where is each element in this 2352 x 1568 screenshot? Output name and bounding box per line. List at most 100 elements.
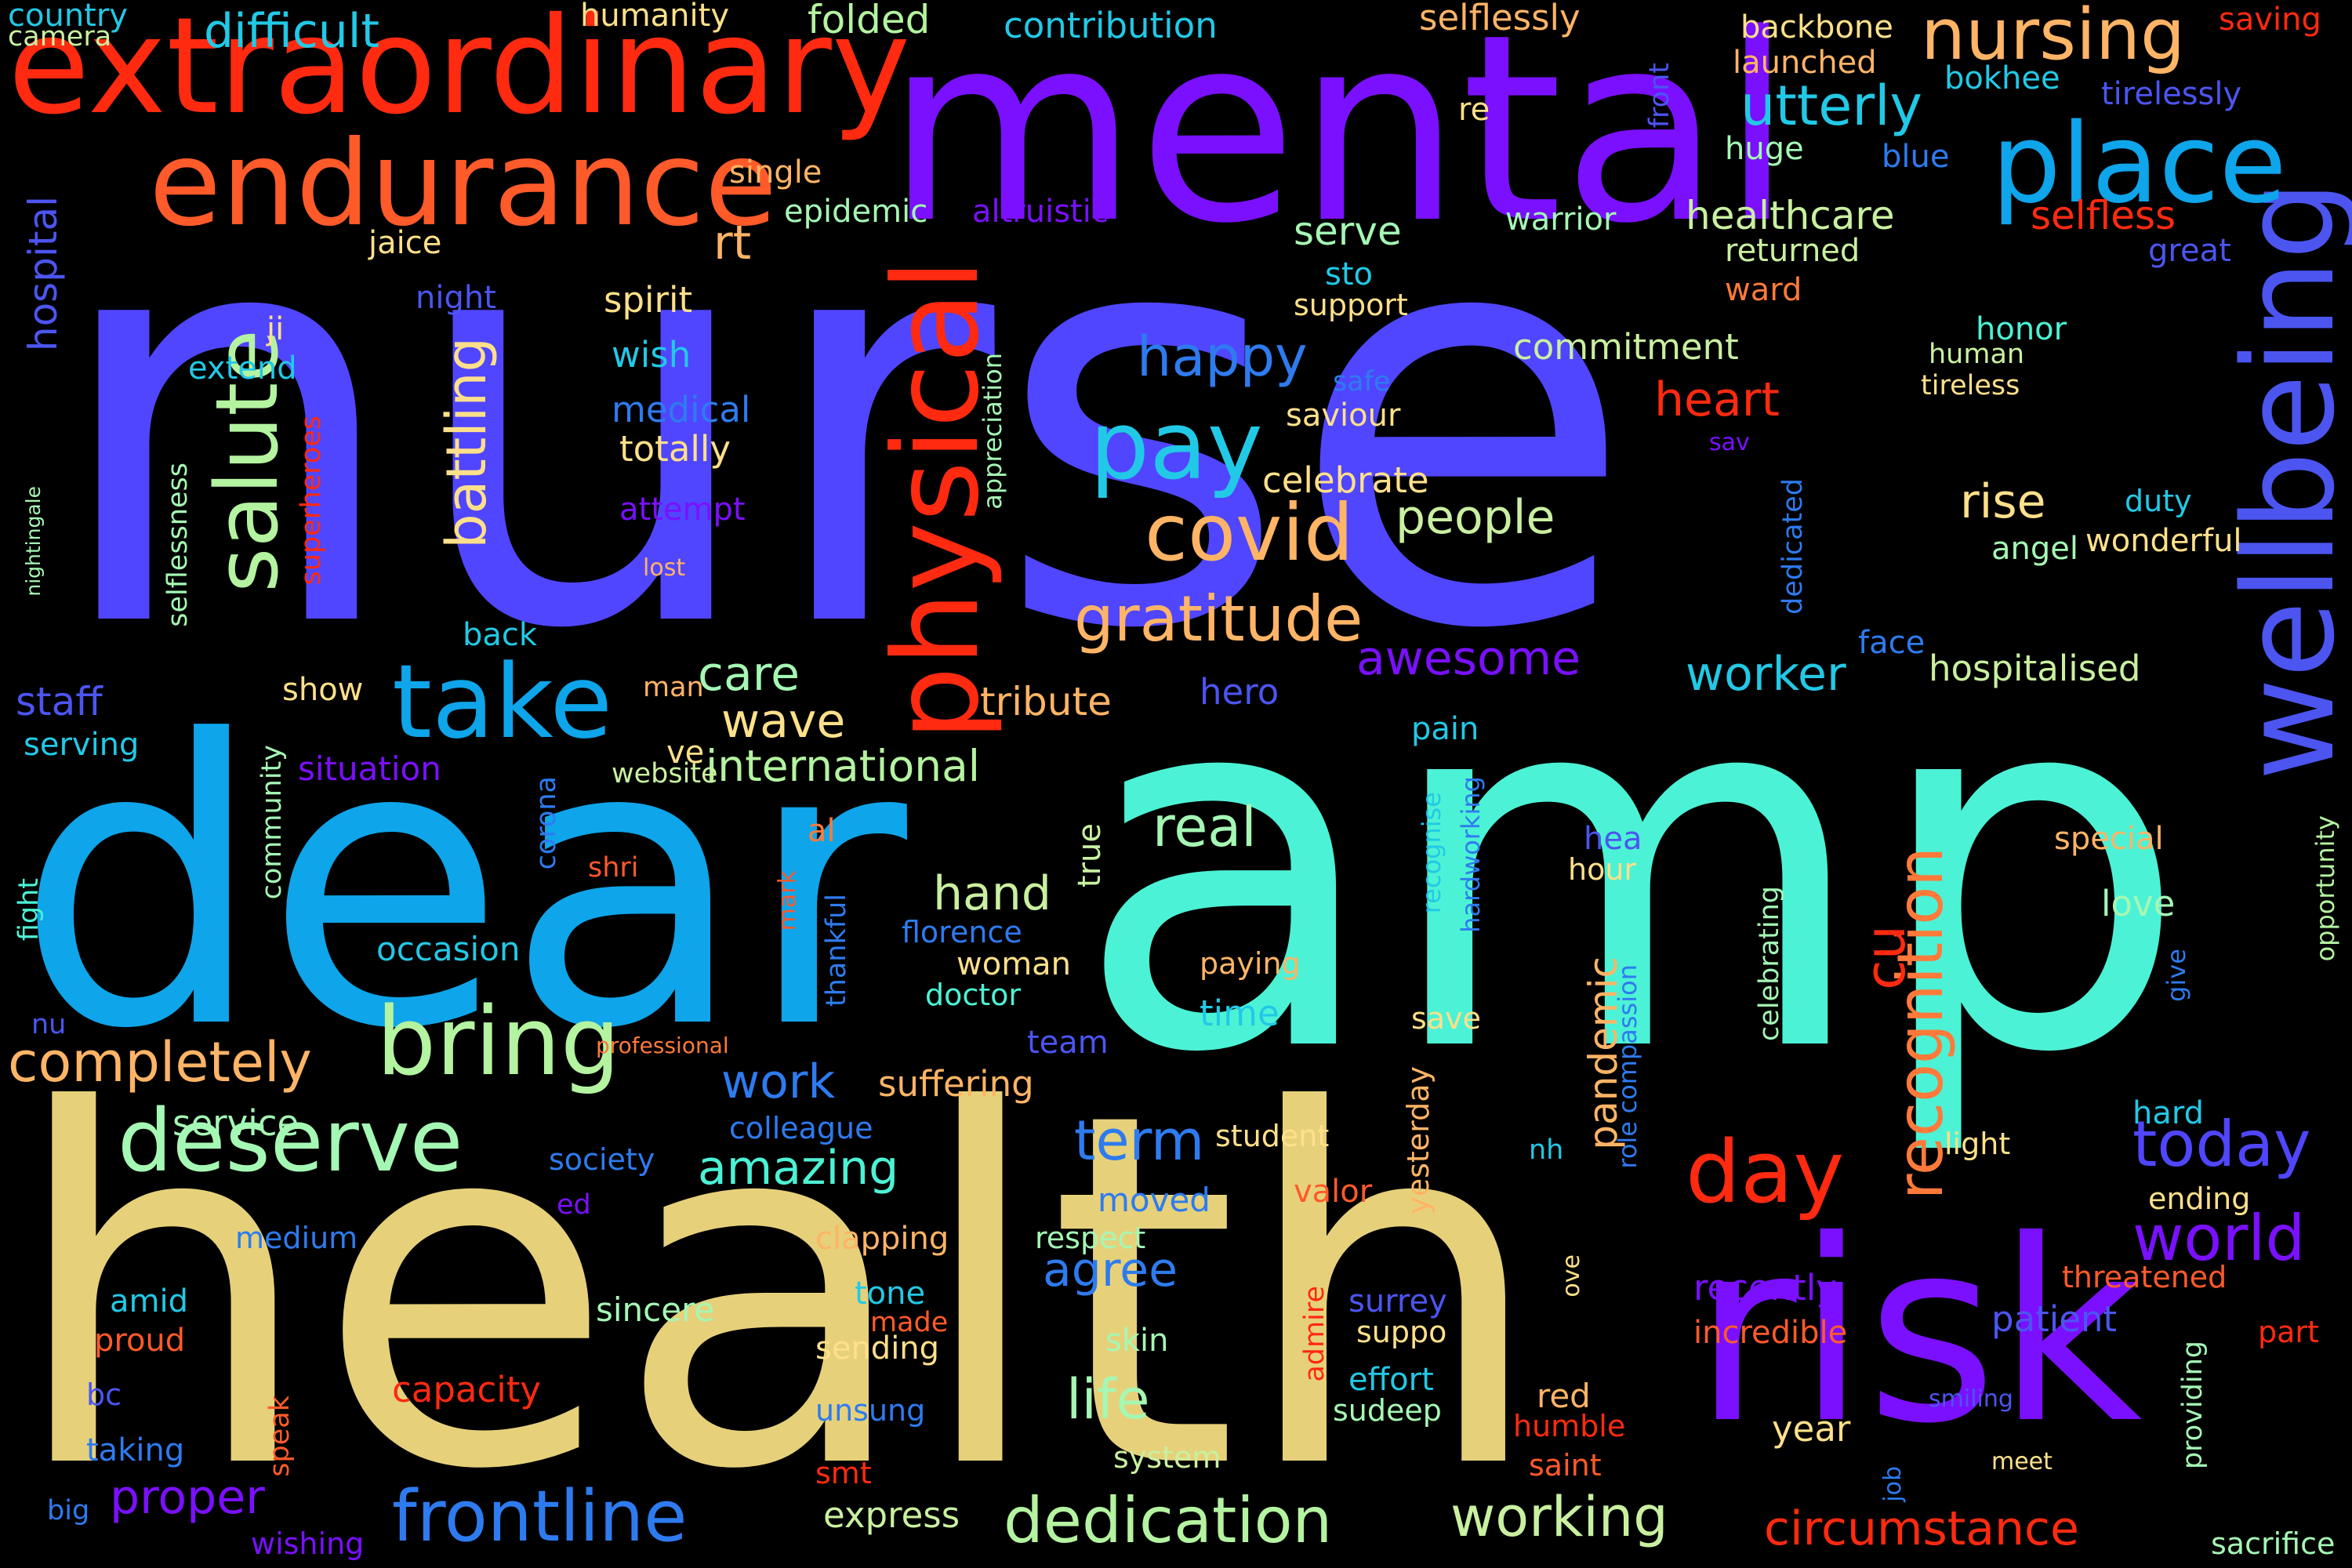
- word-sav: sav: [1709, 429, 1750, 456]
- word-special: special: [2054, 821, 2164, 857]
- word-moved: moved: [1098, 1181, 1210, 1219]
- word-skin: skin: [1105, 1323, 1169, 1359]
- word-nh: nh: [1529, 1134, 1564, 1166]
- word-medical: medical: [612, 389, 751, 430]
- word-duty: duty: [2125, 484, 2192, 518]
- word-worker: worker: [1686, 647, 1846, 702]
- word-covid: covid: [1145, 487, 1354, 579]
- word-risk: risk: [1693, 1187, 2143, 1479]
- word-unsung: unsung: [815, 1393, 926, 1428]
- word-suppo: suppo: [1356, 1315, 1447, 1349]
- word-give: give: [2161, 949, 2191, 1002]
- word-lost: lost: [643, 554, 686, 582]
- word-wave: wave: [721, 694, 846, 749]
- word-angel: angel: [1991, 531, 2078, 567]
- word-nu: nu: [31, 1009, 67, 1040]
- word-pain: pain: [1411, 711, 1479, 747]
- word-healthcare: healthcare: [1686, 193, 1895, 238]
- word-hand: hand: [933, 866, 1051, 921]
- word-celebrating: celebrating: [1754, 886, 1785, 1041]
- word-wish: wish: [612, 334, 691, 376]
- word-thankful: thankful: [821, 894, 852, 1007]
- word-night: night: [416, 280, 496, 316]
- word-epidemic: epidemic: [784, 194, 928, 230]
- word-respect: respect: [1035, 1221, 1146, 1255]
- word-proper: proper: [110, 1470, 265, 1525]
- word-ed: ed: [557, 1189, 591, 1221]
- word-valor: valor: [1294, 1174, 1373, 1210]
- word-website: website: [612, 758, 718, 789]
- word-speak: speak: [264, 1396, 296, 1477]
- word-amp: amp: [1074, 578, 2189, 1162]
- word-safe: safe: [1333, 366, 1391, 397]
- word-wishing: wishing: [251, 1526, 365, 1561]
- word-saint: saint: [1529, 1448, 1602, 1483]
- word-bring: bring: [376, 988, 621, 1097]
- word-man: man: [643, 672, 704, 703]
- word-year: year: [1772, 1408, 1851, 1450]
- word-sudeep: sudeep: [1333, 1393, 1442, 1428]
- word-work: work: [721, 1054, 836, 1109]
- word-corona: corona: [531, 776, 562, 870]
- word-deserve: deserve: [118, 1091, 463, 1191]
- word-difficult: difficult: [204, 4, 379, 59]
- word-red: red: [1537, 1377, 1591, 1415]
- word-sincere: sincere: [596, 1290, 715, 1329]
- word-honor: honor: [1976, 311, 2067, 347]
- word-colleague: colleague: [729, 1111, 873, 1145]
- word-recognition: recognition: [1884, 847, 1957, 1200]
- word-happy: happy: [1137, 325, 1308, 389]
- word-nursing: nursing: [1921, 0, 2186, 76]
- word-team: team: [1027, 1025, 1109, 1061]
- word-rt: rt: [713, 216, 752, 270]
- word-selflessly: selflessly: [1419, 0, 1581, 38]
- word-show: show: [282, 672, 364, 708]
- word-hardworking: hardworking: [1456, 776, 1486, 933]
- word-light: light: [1944, 1127, 2011, 1161]
- word-nurse: nurse: [47, 95, 1636, 752]
- word-face: face: [1858, 625, 1926, 661]
- word-amazing: amazing: [698, 1141, 899, 1196]
- word-society: society: [549, 1142, 655, 1177]
- word-launched: launched: [1733, 45, 1877, 81]
- word-altruistic: altruistic: [972, 194, 1109, 230]
- word-part: part: [2258, 1315, 2319, 1349]
- word-surrey: surrey: [1348, 1283, 1447, 1319]
- word-celebrate: celebrate: [1262, 459, 1429, 501]
- word-taking: taking: [86, 1432, 185, 1468]
- word-florence: florence: [902, 915, 1022, 949]
- word-gratitude: gratitude: [1074, 583, 1363, 655]
- word-occasion: occasion: [376, 930, 521, 968]
- word-mark: mark: [774, 870, 801, 931]
- word-serve: serve: [1294, 209, 1402, 254]
- word-dedication: dedication: [1004, 1484, 1333, 1557]
- word-amid: amid: [110, 1283, 188, 1319]
- word-recently: recently: [1693, 1267, 1837, 1308]
- word-sacrifice: sacrifice: [2211, 1526, 2336, 1561]
- word-working: working: [1450, 1485, 1668, 1549]
- word-selfless: selfless: [2031, 193, 2176, 238]
- word-dear: dear: [16, 658, 907, 1114]
- word-role: role: [1613, 1121, 1642, 1169]
- word-world: world: [2132, 1202, 2306, 1275]
- word-meet: meet: [1991, 1448, 2053, 1475]
- word-take: take: [392, 642, 613, 761]
- word-spirit: spirit: [604, 279, 693, 321]
- word-folded: folded: [808, 0, 931, 42]
- word-extraordinary: extraordinary: [8, 0, 911, 144]
- word-backbone: backbone: [1740, 9, 1893, 45]
- word-term: term: [1074, 1109, 1205, 1173]
- word-bc: bc: [86, 1377, 122, 1412]
- word-love: love: [2101, 883, 2176, 924]
- word-al: al: [808, 813, 836, 849]
- word-today: today: [2132, 1108, 2311, 1181]
- word-ve: ve: [666, 735, 705, 771]
- word-sending: sending: [815, 1330, 940, 1367]
- word-save: save: [1411, 1001, 1481, 1036]
- word-blue: blue: [1882, 139, 1950, 175]
- word-sto: sto: [1325, 256, 1373, 292]
- word-made: made: [870, 1307, 949, 1338]
- word-clapping: clapping: [815, 1221, 949, 1257]
- word-patient: patient: [1991, 1298, 2118, 1340]
